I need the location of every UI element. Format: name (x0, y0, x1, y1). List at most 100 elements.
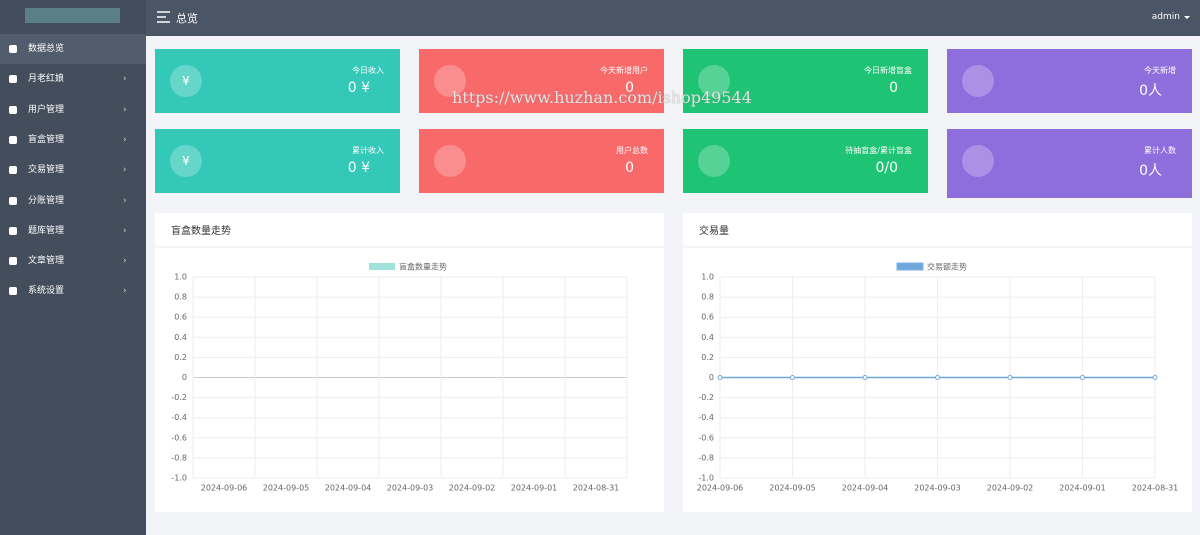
legend-swatch (369, 263, 395, 270)
card-icon: ¥ (170, 65, 202, 97)
card-label: 待抽盲盒/累计盲盒 (845, 146, 912, 155)
stat-card: ¥ 累计收入 0 ¥ (155, 129, 400, 193)
chevron: › (123, 225, 127, 236)
nav-icon (9, 166, 17, 175)
card-label: 累计收入 (352, 146, 384, 155)
x-tick-label: 2024-09-06 (201, 484, 248, 493)
caret (1184, 16, 1190, 19)
nav-icon (9, 45, 17, 53)
nav-item[interactable]: 盲盒管理 › (0, 125, 146, 155)
nav-icon (9, 196, 17, 205)
y-tick-label: 1.0 (701, 273, 714, 282)
nav-item[interactable]: 交易管理 › (0, 155, 146, 185)
y-tick-label: -1.0 (171, 474, 187, 483)
nav-icon (9, 287, 17, 296)
card-icon: ¥ (170, 145, 202, 177)
nav-item[interactable]: 文章管理 › (0, 246, 146, 276)
nav-label: 交易管理 (28, 165, 65, 176)
card-icon (698, 65, 730, 97)
y-tick-label: 0.8 (701, 293, 714, 302)
nav-item[interactable]: 题库管理 › (0, 216, 146, 246)
nav-item[interactable]: 月老红娘 › (0, 64, 146, 94)
watermark: https://www.huzhan.com/ishop49544 (452, 88, 752, 107)
stat-card: 今天新增 0人 (947, 49, 1192, 113)
card-value: 0 (625, 80, 634, 96)
point (935, 375, 940, 380)
chevron: › (123, 134, 127, 145)
nav-item[interactable]: 系统设置 › (0, 276, 146, 306)
y-tick-label: -0.6 (698, 433, 714, 442)
nav-icon (9, 257, 17, 266)
header: 总览 admin (146, 0, 1200, 36)
nav-label: 用户管理 (28, 104, 65, 115)
card-icon (434, 145, 466, 177)
legend-swatch (896, 262, 924, 271)
stat-card: 累计人数 0人 (947, 129, 1192, 198)
y-tick-label: 0.2 (701, 353, 714, 362)
x-tick-label: 2024-09-04 (842, 484, 889, 493)
legend-label: 交易额走势 (927, 262, 967, 272)
chart: 盲盒数量走势盲盒数量走势1.00.80.60.40.20-0.2-0.4-0.6… (155, 224, 664, 493)
point (717, 375, 723, 380)
nav-icon (9, 105, 17, 114)
sidebar: 数据总览 月老红娘 › 用户管理 › 盲盒管理 › 交易管理 › 分账管理 › 题库管理 › 文章管理 › 系… (0, 0, 146, 535)
nav-icon (9, 135, 17, 144)
nav-label: 分账管理 (28, 195, 65, 206)
chart-title: 盲盒数量走势 (171, 224, 231, 237)
y-tick-label: 0.6 (174, 313, 187, 322)
point (1007, 375, 1013, 380)
card-value: 0/0 (875, 160, 898, 176)
nav-label: 系统设置 (28, 286, 65, 297)
chevron: › (123, 74, 127, 85)
chevron: › (123, 195, 127, 206)
user-menu[interactable]: admin (1151, 12, 1180, 22)
card-icon (962, 65, 994, 97)
card-value: 0 ¥ (347, 160, 370, 176)
x-tick-label: 2024-09-01 (511, 484, 558, 493)
card-value: 0 (889, 80, 898, 96)
stat-card: ¥ 今日收入 0 ¥ (155, 49, 400, 113)
stat-card: 今天新增用户 0 (419, 49, 664, 113)
y-tick-label: -1.0 (698, 474, 714, 483)
chart-panel: 交易量 交易额走势 1.0 0.8 0.6 0.4 0.2 0 -0.2 -0.4 -0.6 -0.8… (683, 213, 1192, 512)
y-tick-label: 0 (182, 373, 187, 382)
nav-label: 题库管理 (28, 225, 65, 236)
x-tick-label: 2024-09-03 (387, 484, 434, 493)
y-tick-label: -0.6 (171, 433, 187, 442)
nav-icon (9, 75, 17, 84)
y-tick-label: 0.8 (174, 293, 187, 302)
nav-item[interactable]: 数据总览 (0, 34, 146, 64)
x-tick-label: 2024-09-03 (914, 484, 961, 493)
page-title: 总览 (176, 12, 198, 25)
y-tick-label: 0.4 (174, 333, 187, 342)
x-tick-label: 2024-09-01 (1059, 484, 1106, 493)
x-tick-label: 2024-09-05 (263, 484, 310, 493)
x-tick-label: 2024-09-02 (987, 484, 1034, 493)
card-label: 今日收入 (352, 66, 384, 75)
y-tick-label: -0.8 (171, 453, 187, 462)
card-icon (962, 145, 994, 177)
menu-icon[interactable] (157, 11, 171, 23)
card-value: 0人 (1139, 83, 1162, 99)
chevron: › (123, 165, 127, 176)
nav-item[interactable]: 用户管理 › (0, 95, 146, 125)
y-tick-label: -0.4 (171, 413, 187, 422)
card-label: 今天新增 (1144, 66, 1176, 75)
card-value: 0人 (1139, 163, 1162, 179)
x-tick-label: 2024-09-06 (697, 484, 744, 493)
card-value: 0 (625, 160, 634, 176)
legend-label: 盲盒数量走势 (399, 262, 447, 272)
y-tick-label: -0.2 (171, 393, 187, 402)
stat-card: 待抽盲盒/累计盲盒 0/0 (683, 129, 928, 193)
card-icon (698, 145, 730, 177)
x-tick-label: 2024-08-31 (573, 484, 620, 493)
nav-item[interactable]: 分账管理 › (0, 186, 146, 216)
stat-card: 用户总数 0 (419, 129, 664, 193)
x-tick-label: 2024-09-02 (449, 484, 496, 493)
point (1080, 375, 1085, 380)
x-tick-label: 2024-09-04 (325, 484, 372, 493)
nav-label: 文章管理 (28, 256, 65, 267)
logo (25, 8, 120, 23)
nav-label: 数据总览 (28, 44, 65, 54)
